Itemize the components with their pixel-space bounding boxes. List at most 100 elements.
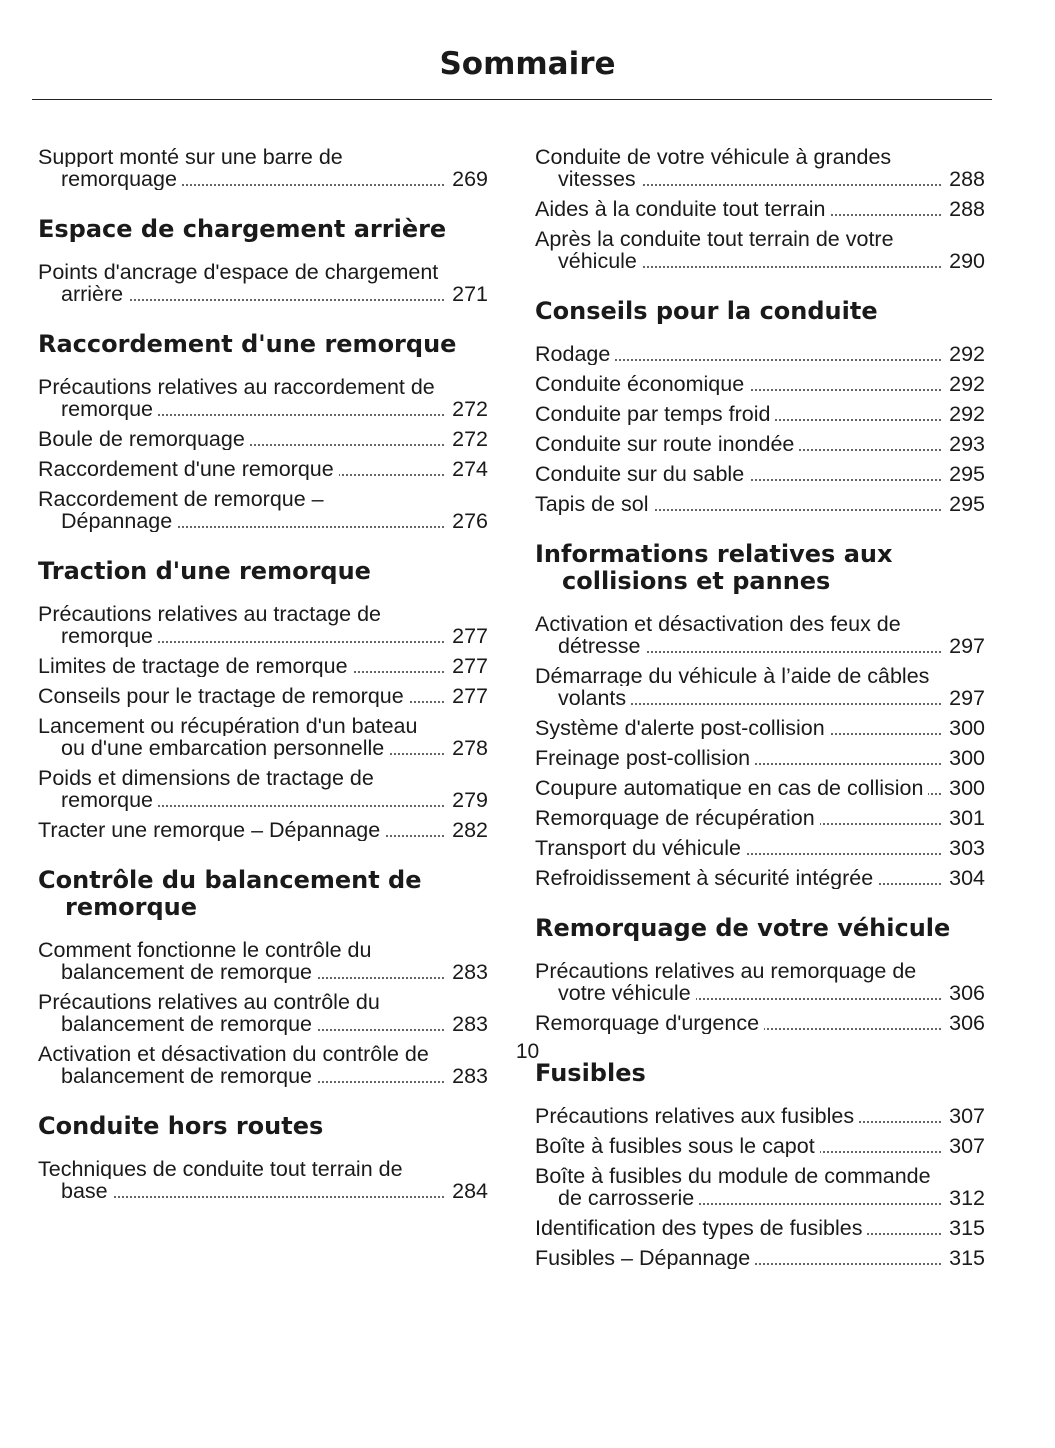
toc-entry: Conseils pour le tractage de remorque 277 xyxy=(38,685,488,707)
toc-entry: Conduite de votre véhicule à grandes vit… xyxy=(535,146,985,190)
entry-title: Tapis de sol xyxy=(535,493,654,515)
entry-page: 306 xyxy=(949,981,985,1004)
entry-page: 283 xyxy=(452,1012,488,1035)
entry-page: 283 xyxy=(452,1064,488,1087)
entry-title: Remorquage d'urgence xyxy=(535,1012,765,1034)
toc-entry: Raccordement d'une remorque 274 xyxy=(38,458,488,480)
toc-entry: Boîte à fusibles du module de commande d… xyxy=(535,1165,985,1209)
toc-entry: Tracter une remorque – Dépannage 282 xyxy=(38,819,488,841)
toc-entry: Après la conduite tout terrain de votre … xyxy=(535,228,985,272)
toc-entry: Activation et désactivation des feux de … xyxy=(535,613,985,657)
toc-entry: Conduite économique 292 xyxy=(535,373,985,395)
entry-page: 304 xyxy=(949,867,985,889)
entry-title: Boule de remorquage xyxy=(38,428,250,450)
toc-entry: Boîte à fusibles sous le capot 307 xyxy=(535,1135,985,1157)
entry-title: Conduite économique xyxy=(535,373,750,395)
entry-page: 276 xyxy=(452,509,488,532)
entry-title: Précautions relatives aux fusibles xyxy=(535,1105,860,1127)
section-heading: Raccordement d'une remorque xyxy=(38,330,457,358)
toc-entry: Système d'alerte post-collision 300 xyxy=(535,717,985,739)
toc-entry: Raccordement de remorque – Dépannage 276 xyxy=(38,488,488,532)
toc-entry: Fusibles – Dépannage 315 xyxy=(535,1247,985,1269)
entry-page: 288 xyxy=(949,167,985,190)
entry-title: Raccordement d'une remorque xyxy=(38,458,339,480)
entry-page: 269 xyxy=(452,167,488,190)
entry-page: 292 xyxy=(949,343,985,365)
entry-page: 272 xyxy=(452,428,488,450)
toc-entry: Conduite par temps froid 292 xyxy=(535,403,985,425)
entry-page: 288 xyxy=(949,198,985,220)
entry-page: 307 xyxy=(949,1135,985,1157)
entry-title: Raccordement de remorque – Dépannage xyxy=(38,488,324,532)
section-heading: Traction d'une remorque xyxy=(38,557,371,585)
toc-entry: Refroidissement à sécurité intégrée 304 xyxy=(535,867,985,889)
toc-entry: Précautions relatives au raccordement de… xyxy=(38,376,488,420)
entry-title: Précautions relatives au contrôle du bal… xyxy=(38,991,380,1035)
entry-title: Refroidissement à sécurité intégrée xyxy=(535,867,879,889)
entry-title: Boîte à fusibles sous le capot xyxy=(535,1135,820,1157)
section-heading: Informations relatives aux collisions et… xyxy=(535,540,893,595)
entry-page: 295 xyxy=(949,463,985,485)
section-heading: Conduite hors routes xyxy=(38,1112,324,1140)
toc-entry: Tapis de sol 295 xyxy=(535,493,985,515)
entry-title: Coupure automatique en cas de collision xyxy=(535,777,929,799)
toc-entry: Transport du véhicule 303 xyxy=(535,837,985,859)
entry-page: 312 xyxy=(949,1186,985,1209)
entry-title: Conduite sur route inondée xyxy=(535,433,800,455)
entry-title: Tracter une remorque – Dépannage xyxy=(38,819,386,841)
toc-column: Conduite de votre véhicule à grandes vit… xyxy=(535,146,985,1277)
entry-title: Démarrage du véhicule à l’aide de câbles… xyxy=(535,665,930,709)
entry-title: Activation et désactivation des feux de … xyxy=(535,613,901,657)
toc-entry: Activation et désactivation du contrôle … xyxy=(38,1043,488,1087)
toc-entry: Boule de remorquage 272 xyxy=(38,428,488,450)
entry-title: Support monté sur une barre de remorquag… xyxy=(38,146,343,190)
entry-title: Limites de tractage de remorque xyxy=(38,655,353,677)
toc-entry: Remorquage de récupération 301 xyxy=(535,807,985,829)
toc-entry: Comment fonctionne le contrôle du balanc… xyxy=(38,939,488,983)
toc-entry: Coupure automatique en cas de collision 3… xyxy=(535,777,985,799)
toc-entry: Points d'ancrage d'espace de chargement … xyxy=(38,261,488,305)
section-heading: Espace de chargement arrière xyxy=(38,215,447,243)
toc-entry: Précautions relatives au tractage de rem… xyxy=(38,603,488,647)
toc-entry: Précautions relatives au remorquage de v… xyxy=(535,960,985,1004)
entry-page: 300 xyxy=(949,717,985,739)
toc-entry: Identification des types de fusibles 315 xyxy=(535,1217,985,1239)
entry-page: 290 xyxy=(949,249,985,272)
toc-entry: Précautions relatives au contrôle du bal… xyxy=(38,991,488,1035)
entry-page: 279 xyxy=(452,788,488,811)
entry-title: Conduite par temps froid xyxy=(535,403,776,425)
entry-title: Remorquage de récupération xyxy=(535,807,820,829)
entry-page: 307 xyxy=(949,1105,985,1127)
entry-page: 293 xyxy=(949,433,985,455)
entry-page: 306 xyxy=(949,1012,985,1034)
toc-entry: Démarrage du véhicule à l’aide de câbles… xyxy=(535,665,985,709)
entry-title: Précautions relatives au raccordement de… xyxy=(38,376,435,420)
toc-entry: Conduite sur du sable 295 xyxy=(535,463,985,485)
entry-page: 315 xyxy=(949,1247,985,1269)
title-rule xyxy=(32,99,992,100)
entry-title: Fusibles – Dépannage xyxy=(535,1247,756,1269)
entry-page: 272 xyxy=(452,397,488,420)
entry-page: 301 xyxy=(949,807,985,829)
entry-page: 278 xyxy=(452,736,488,759)
entry-title: Points d'ancrage d'espace de chargement … xyxy=(38,261,439,305)
toc-entry: Aides à la conduite tout terrain 288 xyxy=(535,198,985,220)
toc-column: Support monté sur une barre de remorquag… xyxy=(38,146,488,1210)
section-heading: Remorquage de votre véhicule xyxy=(535,914,951,942)
entry-title: Précautions relatives au remorquage de v… xyxy=(535,960,917,1004)
toc-entry: Rodage 292 xyxy=(535,343,985,365)
toc-entry: Précautions relatives aux fusibles 307 xyxy=(535,1105,985,1127)
entry-page: 277 xyxy=(452,655,488,677)
toc-entry: Lancement ou récupération d'un bateau ou… xyxy=(38,715,488,759)
entry-page: 292 xyxy=(949,373,985,395)
entry-page: 297 xyxy=(949,686,985,709)
entry-title: Conduite sur du sable xyxy=(535,463,750,485)
entry-title: Transport du véhicule xyxy=(535,837,746,859)
entry-page: 274 xyxy=(452,458,488,480)
entry-title: Boîte à fusibles du module de commande d… xyxy=(535,1165,931,1209)
entry-title: Comment fonctionne le contrôle du balanc… xyxy=(38,939,372,983)
entry-page: 297 xyxy=(949,634,985,657)
entry-title: Conseils pour le tractage de remorque xyxy=(38,685,409,707)
entry-title: Identification des types de fusibles xyxy=(535,1217,868,1239)
entry-page: 282 xyxy=(452,819,488,841)
